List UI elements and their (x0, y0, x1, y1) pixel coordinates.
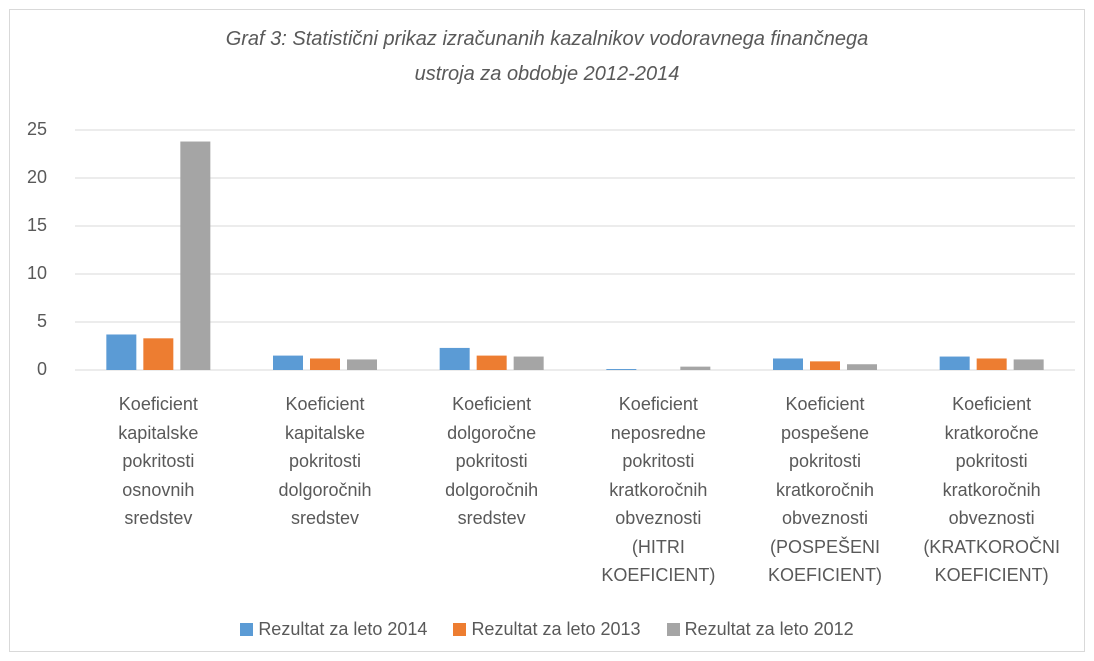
bar (773, 358, 803, 370)
bar (106, 334, 137, 370)
bar (606, 369, 637, 370)
y-tick-label: 20 (27, 167, 47, 187)
bar (1013, 359, 1044, 370)
bar (810, 361, 840, 370)
bar (143, 338, 174, 370)
chart-title: Graf 3: Statistični prikaz izračunanih k… (225, 28, 869, 85)
legend-swatch (240, 623, 254, 636)
x-tick-label: Koeficient neposredne pokritosti kratkor… (601, 394, 716, 585)
bar (680, 366, 711, 370)
legend: Rezultat za leto 2014 Rezultat za leto 20… (0, 619, 1094, 640)
legend-item: Rezultat za leto 2012 (666, 619, 854, 640)
bar (939, 356, 970, 370)
x-tick-label: Koeficient kratkoročne pokritosti kratko… (923, 394, 1060, 585)
y-tick-label: 0 (37, 359, 47, 379)
bar (439, 347, 470, 370)
legend-item: Rezultat za leto 2013 (453, 619, 641, 640)
bar (513, 356, 544, 370)
legend-label: Rezultat za leto 2013 (471, 619, 641, 639)
y-tick-label: 10 (27, 263, 47, 283)
legend-swatch (453, 623, 467, 636)
legend-label: Rezultat za leto 2014 (258, 619, 428, 639)
legend-swatch (666, 623, 680, 636)
bar (180, 141, 211, 370)
legend-item: Rezultat za leto 2014 (240, 619, 427, 640)
legend-label: Rezultat za leto 2012 (684, 619, 854, 639)
y-tick-label: 15 (27, 215, 47, 235)
x-tick-label: Koeficient pospešene pokritosti kratkoro… (767, 394, 882, 585)
bar (976, 358, 1007, 370)
x-tick-label: Koeficient kapitalske pokritosti osnovni… (118, 394, 199, 528)
bar (347, 359, 377, 370)
bar (310, 358, 340, 370)
x-tick-label: Koeficient dolgoročne pokritosti dolgoro… (445, 394, 539, 528)
bar (476, 355, 507, 370)
bar (847, 364, 877, 370)
x-tick-label: Koeficient kapitalske pokritosti dolgoro… (278, 394, 372, 528)
y-tick-label: 5 (37, 311, 47, 331)
bar (273, 355, 303, 370)
y-tick-label: 25 (27, 119, 47, 139)
